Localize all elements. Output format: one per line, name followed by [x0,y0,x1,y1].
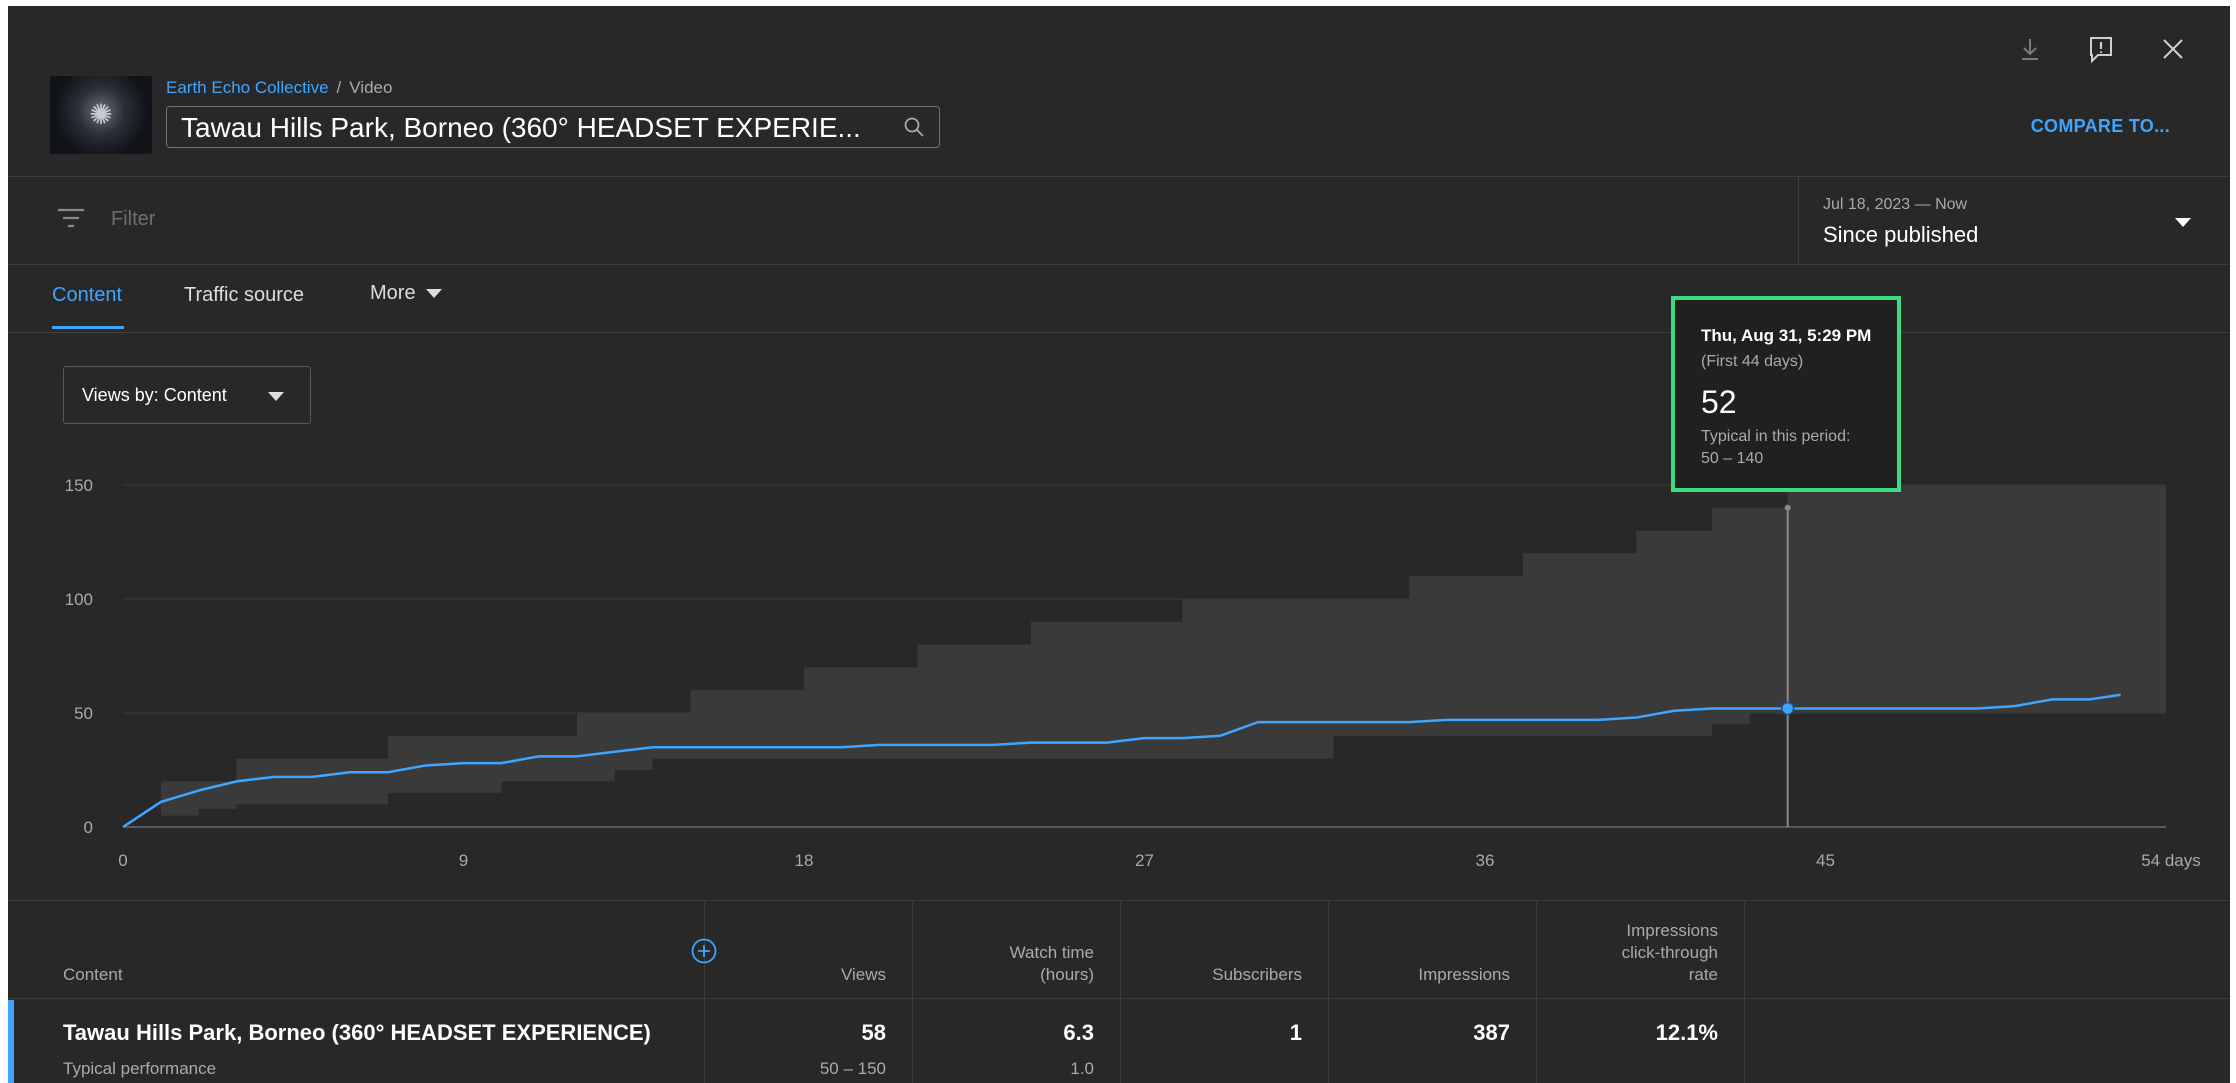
impressions-value: 387 [1473,1020,1510,1045]
x-tick-label: 36 [1476,851,1495,870]
breadcrumb-channel-link[interactable]: Earth Echo Collective [166,78,329,97]
table-row-title: Tawau Hills Park, Borneo (360° HEADSET E… [63,1020,651,1045]
views-chart[interactable]: 0 50 100 150 0 9 18 27 36 45 54 days [8,446,2230,876]
chevron-down-icon [268,392,284,401]
column-header-watch-time-line1: Watch time [1009,943,1094,962]
y-tick-label: 0 [84,818,93,837]
compare-to-button[interactable]: COMPARE TO... [2030,116,2170,136]
x-tick-label: 18 [795,851,814,870]
subscribers-value: 1 [1289,1020,1302,1045]
y-tick-label: 100 [65,590,93,609]
views-typical: 50 – 150 [819,1059,886,1078]
caret-down-icon [425,289,442,299]
column-header-ctr-line3: rate [1688,965,1718,984]
hover-indicator-cap [1784,504,1791,511]
series-layer [122,504,2121,829]
chevron-down-icon [2175,218,2191,227]
tab-more-label: More [370,282,416,304]
column-divider [1744,900,1745,1083]
add-column-icon[interactable] [691,938,717,964]
x-tick-label: 27 [1135,851,1154,870]
typical-range-band-layer [123,485,2166,827]
divider [8,176,2230,177]
tooltip-period: (First 44 days) [1701,353,1804,370]
column-header-ctr-line1: Impressions [1626,921,1718,940]
column-header-watch-time[interactable]: Watch time (hours) [926,942,1094,986]
breadcrumb-separator: / [336,78,342,97]
x-tick-label: 45 [1816,851,1835,870]
close-icon[interactable] [2156,32,2190,66]
x-tick-label: 9 [459,851,468,870]
watch-time-typical: 1.0 [1070,1059,1094,1078]
tab-content[interactable]: Content [52,284,123,306]
breadcrumb: Earth Echo Collective / Video [166,78,392,98]
column-header-content[interactable]: Content [63,965,123,984]
breadcrumb-page: Video [349,78,393,97]
y-tick-label: 50 [74,704,93,723]
column-header-ctr[interactable]: Impressions click-through rate [1550,920,1718,986]
video-thumbnail: ✺ [50,76,152,154]
tab-more[interactable]: More [370,282,442,305]
active-tab-indicator [52,326,124,329]
filter-icon[interactable] [56,206,86,230]
views-by-label: Views by: Content [82,385,227,405]
x-tick-label: 0 [118,851,127,870]
chart-tooltip: Thu, Aug 31, 5:29 PM (First 44 days) 52 … [1671,296,1901,492]
tab-traffic-source[interactable]: Traffic source [184,284,305,306]
column-header-views[interactable]: Views [840,965,886,984]
date-range-label: Since published [1823,222,1979,247]
column-header-impressions[interactable]: Impressions [1418,965,1510,984]
column-divider [1120,900,1121,1083]
table-top-divider [8,900,2230,901]
thumbnail-emblem-icon: ✺ [89,98,113,131]
header-row-divider [8,998,2230,999]
column-divider [1328,900,1329,1083]
tooltip-typical-range: 50 – 140 [1701,450,1764,467]
x-axis-ticks: 0 9 18 27 36 45 54 days [118,851,2201,870]
views-value: 58 [861,1020,886,1045]
video-selector[interactable]: Tawau Hills Park, Borneo (360° HEADSET E… [166,106,940,148]
analytics-panel: ✺ Earth Echo Collective / Video Tawau Hill… [8,6,2230,1083]
column-header-subscribers[interactable]: Subscribers [1212,965,1302,984]
date-range-selector[interactable]: Jul 18, 2023 — Now Since published [1798,176,2230,264]
tooltip-value: 52 [1701,384,1737,420]
filter-input[interactable]: Filter [111,208,156,230]
divider [8,332,2230,333]
x-tick-label: 54 days [2141,851,2201,870]
video-title: Tawau Hills Park, Borneo (360° HEADSET E… [181,112,861,143]
ctr-value: 12.1% [1655,1020,1718,1045]
column-divider [704,900,705,1083]
column-header-watch-time-line2: (hours) [1040,965,1094,984]
tooltip-typical-label: Typical in this period: [1701,428,1851,445]
views-by-dropdown[interactable]: Views by: Content [63,366,311,424]
download-icon[interactable] [2013,32,2047,66]
column-divider [912,900,913,1083]
feedback-icon[interactable] [2084,32,2118,66]
column-divider [1536,900,1537,1083]
tooltip-date: Thu, Aug 31, 5:29 PM [1701,326,1872,345]
typical-range-band [123,485,2166,827]
divider [8,264,2230,265]
table-row-subtitle: Typical performance [63,1059,217,1078]
highlight-point [1780,701,1795,716]
column-header-ctr-line2: click-through [1621,943,1718,962]
y-axis-ticks: 0 50 100 150 [65,476,93,837]
search-icon[interactable] [903,116,925,138]
y-tick-label: 150 [65,476,93,495]
date-range-dates: Jul 18, 2023 — Now [1823,196,1968,213]
watch-time-value: 6.3 [1063,1020,1094,1045]
row-selection-indicator [8,1000,14,1083]
